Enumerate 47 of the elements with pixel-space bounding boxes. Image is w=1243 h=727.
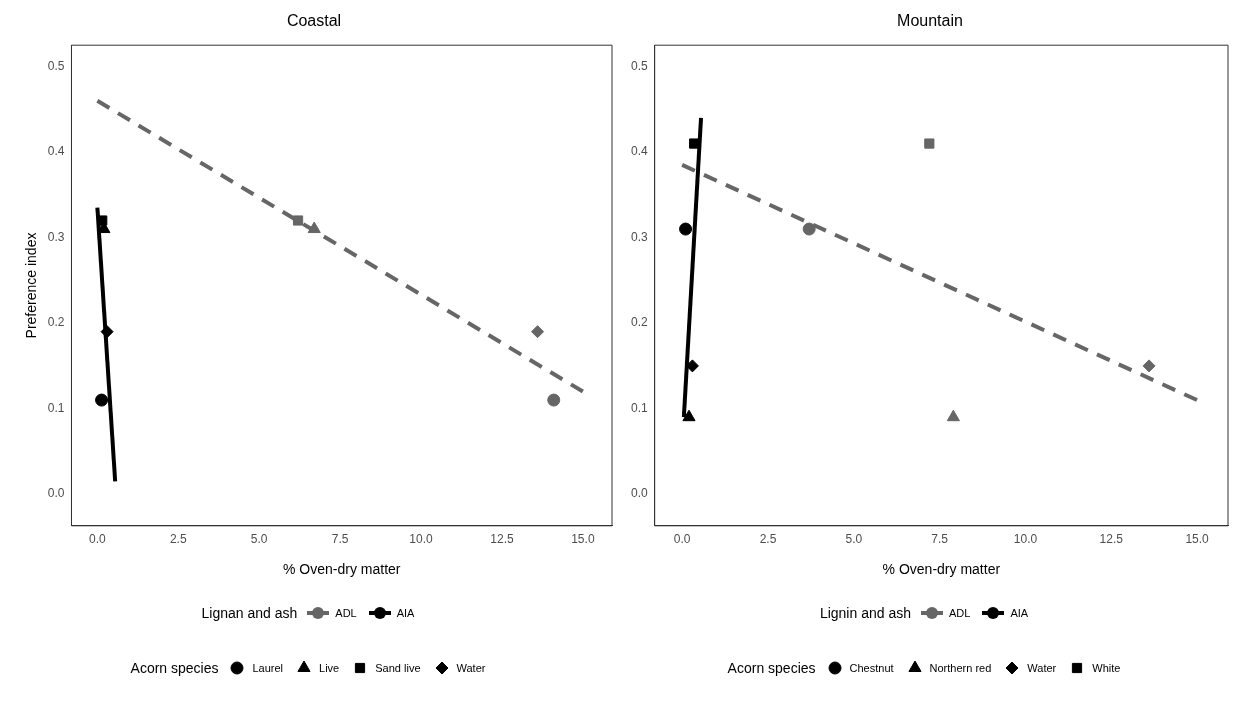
x-tick-label: 15.0 [571, 532, 595, 547]
legend-label: ADL [948, 607, 971, 619]
chart-title: Mountain [897, 12, 963, 30]
x-tick-label: 0.0 [89, 532, 107, 547]
y-tick-label: 0.5 [630, 58, 648, 73]
y-tick-label: 0.2 [47, 315, 65, 330]
x-tick-label: 12.5 [490, 532, 514, 547]
legend-label: Laurel [252, 662, 284, 674]
text: Lignin and ash [819, 605, 911, 621]
x-tick-label: 10.0 [1013, 532, 1038, 547]
legend-label: AIA [396, 607, 415, 619]
x-tick-label: 10.0 [409, 532, 434, 547]
legend-label: Sand live [375, 662, 421, 674]
text: Lignan and ash [201, 605, 298, 621]
y-tick-label: 0.3 [630, 229, 648, 244]
x-tick-label: 5.0 [845, 532, 863, 547]
y-tick-label: 0.1 [630, 400, 648, 415]
x-axis-title: % Oven-dry matter [882, 561, 1001, 578]
y-axis-title: Preference index [23, 232, 40, 339]
y-tick-label: 0.3 [47, 229, 65, 244]
x-tick-label: 7.5 [331, 532, 349, 547]
y-tick-label: 0.4 [47, 144, 65, 159]
legend-label: White [1092, 662, 1121, 674]
legend-label: Water [456, 662, 486, 674]
y-tick-label: 0.2 [630, 315, 648, 330]
legend-label: Chestnut [849, 662, 894, 674]
legend-label: Live [319, 662, 340, 674]
legend-label: Water [1027, 662, 1057, 674]
y-tick-label: 0.0 [630, 486, 648, 501]
y-tick-label: 0.0 [47, 486, 65, 501]
x-tick-label: 2.5 [169, 532, 187, 547]
y-tick-label: 0.1 [47, 400, 65, 415]
x-tick-label: 2.5 [759, 532, 777, 547]
y-tick-label: 0.5 [47, 58, 65, 73]
text: Acorn species [130, 660, 219, 676]
x-tick-label: 15.0 [1185, 532, 1210, 547]
legend-label: AIA [1010, 607, 1029, 619]
legend-label: Northern red [929, 662, 992, 674]
text: Acorn species [727, 660, 816, 676]
x-axis-title: % Oven-dry matter [283, 561, 401, 578]
x-tick-label: 7.5 [931, 532, 949, 547]
x-tick-label: 12.5 [1099, 532, 1124, 547]
x-tick-label: 5.0 [250, 532, 268, 547]
x-tick-label: 0.0 [673, 532, 691, 547]
legend-label: ADL [335, 607, 357, 619]
chart-title: Coastal [286, 12, 342, 30]
y-tick-label: 0.4 [630, 144, 648, 159]
